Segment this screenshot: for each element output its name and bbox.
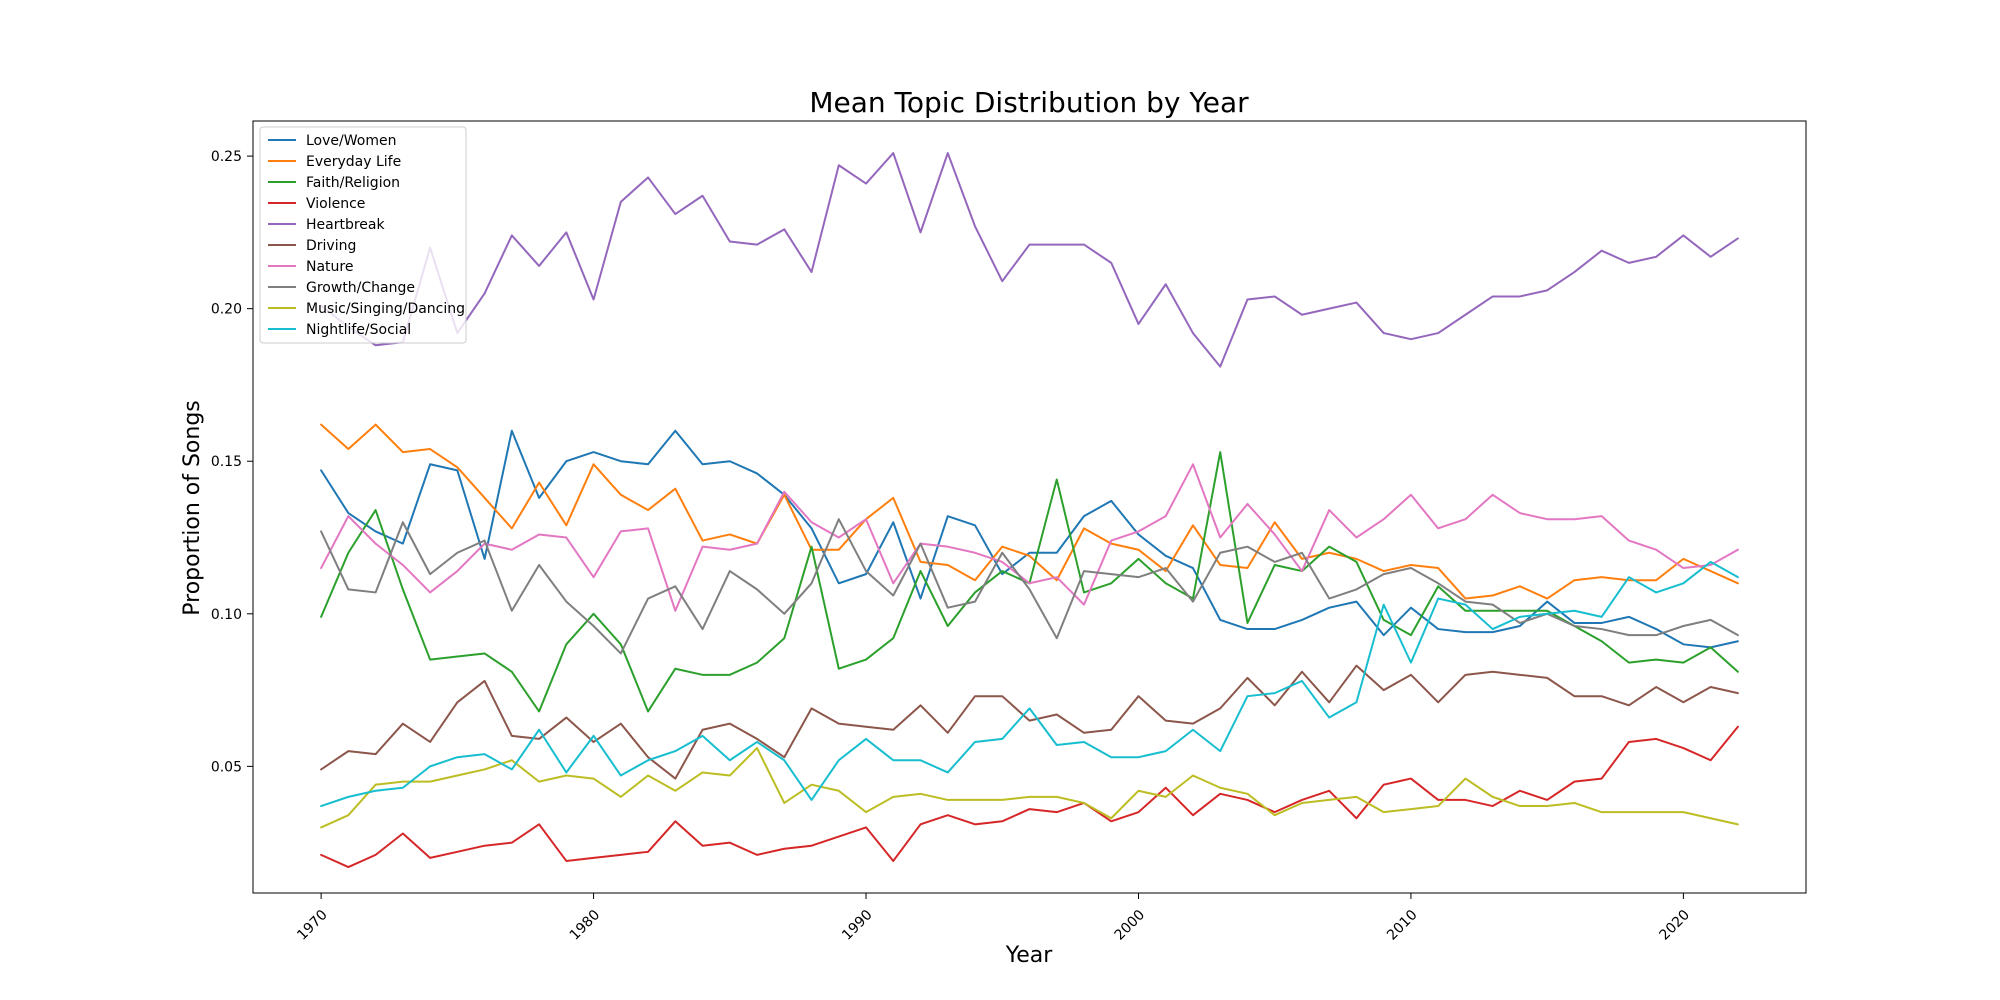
series-line-4 (320, 152, 1739, 368)
legend-label-9: Nightlife/Social (306, 322, 411, 338)
legend-label-0: Love/Women (306, 133, 396, 149)
y-tick-label-0: 0.05 (211, 759, 242, 775)
series-line-8 (320, 747, 1739, 829)
legend: Love/Women Everyday Life Faith/Religion Vio… (259, 126, 467, 344)
y-tick-label-2: 0.15 (211, 454, 242, 470)
legend-label-1: Everyday Life (306, 154, 401, 170)
x-axis-label: Year (1005, 943, 1054, 968)
legend-label-8: Music/Singing/Dancing (306, 301, 465, 317)
series-line-6 (320, 463, 1739, 612)
plot-area-frame (252, 120, 1807, 894)
y-axis-ticks: 0.05 0.10 0.15 0.20 0.25 (211, 149, 253, 775)
y-tick-label-4: 0.25 (211, 149, 242, 165)
y-tick-label-1: 0.10 (211, 607, 242, 623)
legend-label-5: Driving (306, 238, 356, 254)
legend-label-4: Heartbreak (306, 217, 385, 233)
legend-label-2: Faith/Religion (306, 175, 400, 191)
y-tick-label-3: 0.20 (211, 302, 242, 318)
chart-title: Mean Topic Distribution by Year (809, 86, 1249, 119)
legend-label-7: Growth/Change (306, 280, 415, 296)
legend-label-3: Violence (306, 196, 365, 212)
series-line-9 (320, 560, 1739, 808)
series-lines (320, 152, 1739, 869)
series-line-0 (320, 429, 1739, 649)
series-line-1 (320, 423, 1739, 600)
legend-label-6: Nature (306, 259, 353, 275)
series-line-5 (320, 664, 1739, 780)
y-axis-label: Proportion of Songs (180, 400, 205, 616)
legend-box (259, 126, 467, 344)
series-line-7 (320, 518, 1739, 655)
